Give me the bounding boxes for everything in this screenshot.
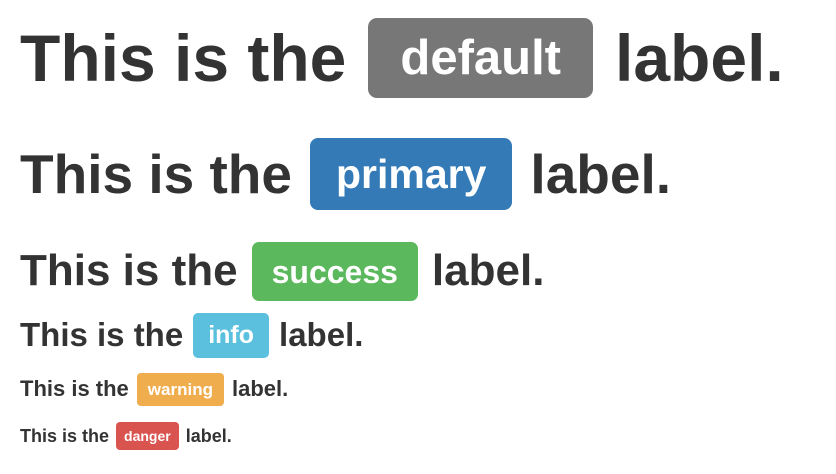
heading-primary: This is the primary label. xyxy=(20,136,671,212)
heading-prefix: This is the xyxy=(20,376,129,401)
heading-danger: This is the danger label. xyxy=(20,420,232,452)
heading-default: This is the default label. xyxy=(20,18,784,98)
default-label: default xyxy=(368,18,594,98)
heading-suffix: label. xyxy=(231,376,289,401)
heading-prefix: This is the xyxy=(20,246,238,295)
heading-success: This is the success label. xyxy=(20,240,544,302)
info-label: info xyxy=(193,312,270,358)
heading-info: This is the info label. xyxy=(20,311,363,359)
heading-suffix: label. xyxy=(431,246,545,295)
heading-suffix: label. xyxy=(615,21,784,95)
heading-suffix: label. xyxy=(530,143,672,205)
heading-suffix: label. xyxy=(279,316,364,353)
heading-warning: This is the warning label. xyxy=(20,371,288,407)
heading-prefix: This is the xyxy=(20,425,110,446)
heading-prefix: This is the xyxy=(20,143,292,205)
success-label: success xyxy=(251,241,418,301)
heading-prefix: This is the xyxy=(20,21,347,95)
warning-label: warning xyxy=(136,372,224,406)
heading-suffix: label. xyxy=(185,425,232,446)
primary-label: primary xyxy=(310,138,513,210)
danger-label: danger xyxy=(116,422,179,450)
heading-prefix: This is the xyxy=(20,316,184,353)
